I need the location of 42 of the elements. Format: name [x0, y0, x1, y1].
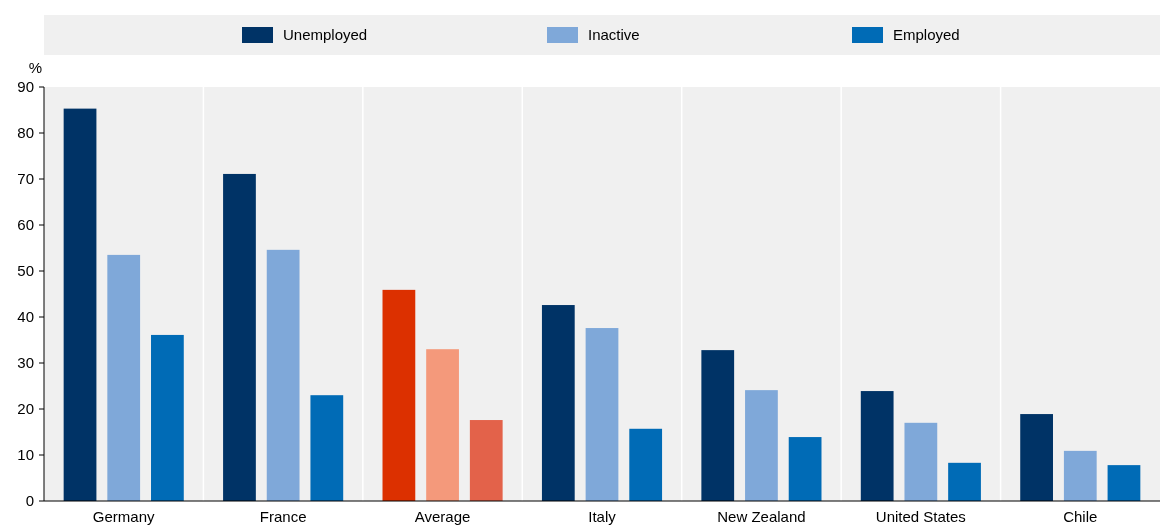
y-tick-label: 90 [17, 78, 34, 96]
y-tick-label: 30 [17, 354, 34, 372]
bar [1020, 414, 1053, 501]
x-tick-label: France [259, 508, 307, 525]
x-tick-label: Chile [1063, 508, 1098, 525]
bar [860, 391, 894, 501]
legend-label: Employed [893, 26, 960, 44]
legend-label: Inactive [588, 26, 640, 44]
y-tick-label: 40 [17, 308, 34, 326]
y-tick-label: 80 [17, 124, 34, 142]
bar [1063, 450, 1097, 501]
bar [585, 328, 619, 501]
y-tick-label: 10 [17, 446, 34, 464]
y-tick-label: 50 [17, 262, 34, 280]
x-tick-label: Italy [588, 508, 617, 525]
legend-label: Unemployed [283, 26, 368, 44]
bar [223, 173, 256, 501]
y-tick-label: 60 [17, 216, 34, 234]
y-tick-label: 0 [25, 492, 34, 510]
bar [629, 428, 663, 501]
bar [107, 254, 141, 501]
bar [63, 108, 97, 501]
y-axis-title: % [28, 59, 42, 76]
x-tick-label: New Zealand [717, 508, 806, 525]
bar [382, 289, 416, 501]
bar [266, 249, 300, 501]
x-tick-label: United States [875, 508, 966, 525]
bar [541, 305, 575, 501]
bar [469, 420, 503, 501]
bar [426, 349, 459, 501]
bar [1107, 465, 1141, 501]
bar [745, 390, 778, 501]
bar [151, 334, 184, 501]
y-tick-label: 20 [17, 400, 34, 418]
bar [701, 350, 735, 501]
x-tick-label: Germany [92, 508, 156, 525]
y-tick-label: 70 [17, 170, 34, 188]
x-tick-label: Average [414, 508, 471, 525]
bar [904, 422, 938, 501]
bar [788, 437, 822, 501]
bar [310, 395, 344, 501]
bar [948, 462, 981, 501]
